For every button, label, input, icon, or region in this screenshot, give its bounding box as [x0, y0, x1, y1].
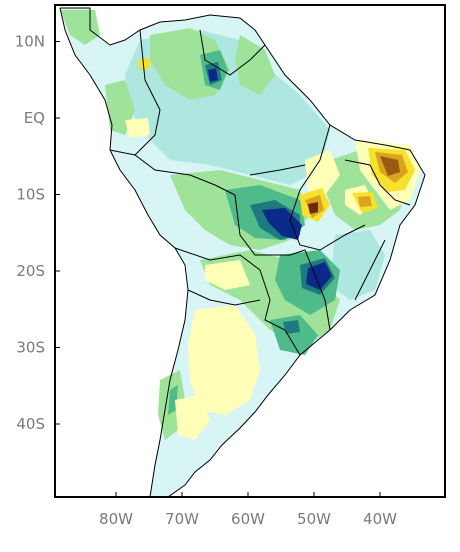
plot-frame — [54, 4, 446, 498]
y-tick-label: 10N — [15, 33, 45, 51]
y-axis: 10N EQ 10S 20S 30S 40S — [15, 33, 60, 433]
x-tick-label: 60W — [231, 510, 265, 528]
x-axis: 80W 70W 60W 50W 40W — [99, 492, 397, 528]
y-tick-label: 20S — [16, 262, 45, 280]
y-tick-label: 10S — [16, 186, 45, 204]
x-tick-label: 50W — [297, 510, 331, 528]
x-tick-label: 40W — [363, 510, 397, 528]
coastline-and-borders — [59, 7, 426, 497]
x-tick-label: 80W — [99, 510, 133, 528]
y-tick-label: 40S — [16, 415, 45, 433]
shaded-field — [60, 8, 425, 497]
x-tick-label: 70W — [165, 510, 199, 528]
y-tick-label: EQ — [24, 109, 45, 127]
y-tick-label: 30S — [16, 339, 45, 357]
